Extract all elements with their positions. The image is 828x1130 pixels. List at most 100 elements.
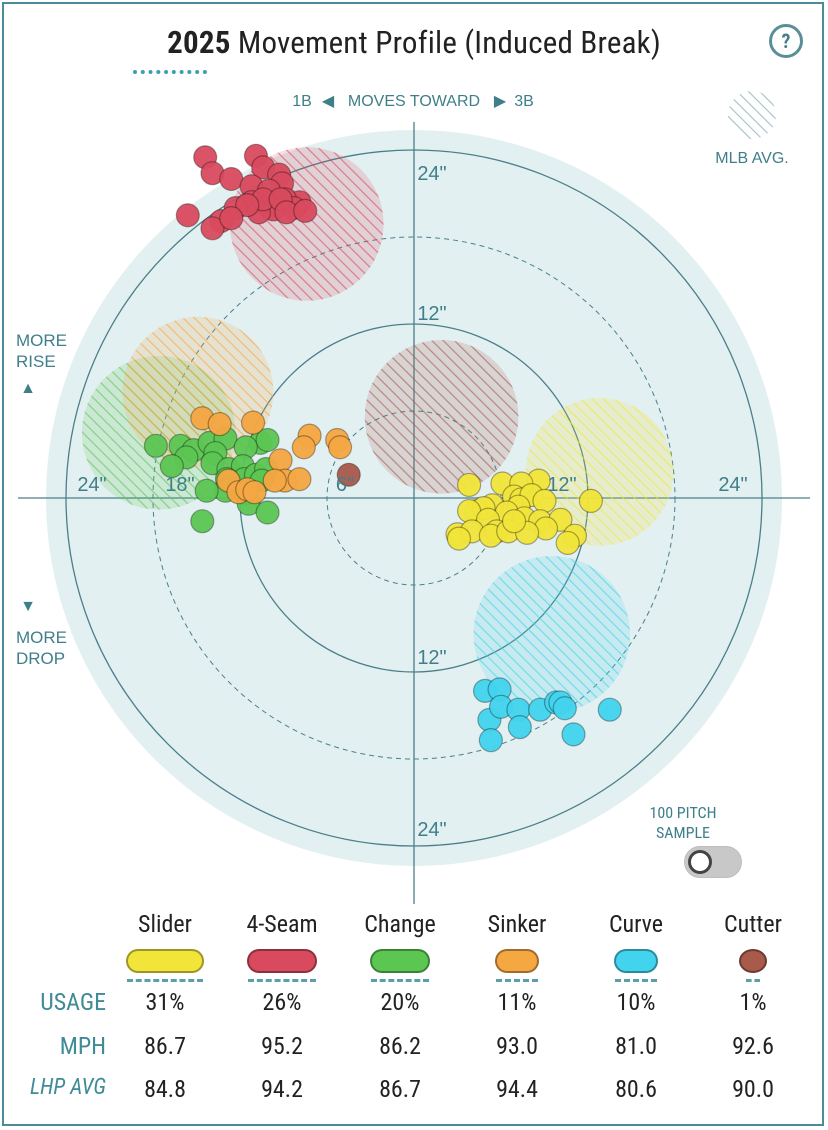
pitch-point-sinker[interactable]: [240, 410, 266, 435]
ring-label: 24": [77, 474, 106, 496]
mlb-avg-sinker: [122, 316, 274, 468]
dir-right-arrow: ▶: [494, 93, 507, 110]
cell-mph: 86.2: [379, 1032, 421, 1060]
pitch-name-sinker[interactable]: Sinker: [487, 910, 547, 938]
pitch-swatch-slider[interactable]: [126, 949, 204, 973]
ring-label: 12": [417, 303, 446, 325]
pitch-point-4-seam[interactable]: [235, 193, 260, 218]
dir-left-label: 1B: [292, 93, 312, 110]
pitch-name-curve[interactable]: Curve: [608, 910, 664, 938]
pitch-point-curve[interactable]: [552, 696, 577, 721]
cell-lhp-avg: 94.4: [496, 1075, 538, 1103]
cell-mph: 81.0: [615, 1032, 657, 1060]
row-label-usage: USAGE: [40, 988, 106, 1016]
pitch-point-sinker[interactable]: [327, 435, 353, 460]
title-year: 2025: [167, 24, 231, 61]
dir-left-arrow: ◀: [322, 93, 335, 110]
pitch-sample-label: 100 PITCH SAMPLE: [649, 803, 717, 842]
mlb-avg-legend-label: MLB AVG.: [715, 150, 789, 167]
cell-usage: 11%: [497, 988, 537, 1016]
more-rise-label: MORE: [16, 331, 67, 350]
mlb-avg-legend-swatch: [728, 91, 776, 139]
ring-label: 6": [336, 474, 354, 496]
cell-lhp-avg: 90.0: [732, 1075, 774, 1103]
ring-label: 18": [165, 474, 194, 496]
more-drop-label: DROP: [16, 649, 65, 668]
pitch-point-change[interactable]: [194, 478, 219, 503]
dir-right-label: 3B: [514, 93, 534, 110]
cell-mph: 95.2: [261, 1032, 303, 1060]
down-arrow-icon: ▼: [20, 598, 36, 615]
pitch-point-slider[interactable]: [555, 530, 580, 556]
pitch-point-change[interactable]: [255, 427, 280, 453]
pitch-point-sinker[interactable]: [242, 480, 267, 505]
toggle-knob[interactable]: [688, 850, 712, 874]
pitch-point-slider[interactable]: [501, 509, 527, 534]
pitch-point-cutter[interactable]: [336, 462, 361, 487]
pitch-point-sinker[interactable]: [262, 468, 287, 493]
ring-label: 24": [718, 474, 747, 496]
cell-lhp-avg: 94.2: [261, 1075, 303, 1103]
cell-usage: 31%: [145, 988, 185, 1016]
pitch-point-change[interactable]: [159, 454, 184, 479]
pitch-point-4-seam[interactable]: [293, 198, 318, 223]
pitch-point-curve[interactable]: [478, 728, 503, 753]
cell-mph: 86.7: [144, 1032, 186, 1060]
mlb-avg-cutter: [364, 339, 519, 494]
pitch-point-4-seam[interactable]: [219, 206, 244, 231]
pitch-point-change[interactable]: [255, 500, 280, 525]
pitch-point-sinker[interactable]: [287, 467, 312, 492]
ring-label: 24": [417, 163, 446, 185]
pitch-swatch-curve[interactable]: [614, 949, 658, 973]
chart-title: 2025 Movement Profile (Induced Break): [0, 24, 828, 61]
more-drop-label: MORE: [16, 628, 67, 647]
cell-mph: 93.0: [496, 1032, 538, 1060]
ring-label: 12": [417, 647, 446, 669]
pitch-point-sinker[interactable]: [268, 448, 293, 473]
dir-center-label: MOVES TOWARD: [348, 93, 480, 110]
pitch-name-slider[interactable]: Slider: [138, 910, 192, 938]
row-label-lhp-avg: LHP AVG: [29, 1075, 106, 1100]
pitch-swatch-underline: [371, 979, 429, 982]
pitch-point-sinker[interactable]: [291, 435, 316, 460]
ring-label: 12": [547, 474, 576, 496]
more-rise-label: RISE: [16, 352, 56, 371]
pitch-swatch-change[interactable]: [370, 949, 430, 973]
pitch-name-cutter[interactable]: Cutter: [724, 910, 782, 938]
pitch-point-change[interactable]: [190, 509, 215, 534]
pitch-point-4-seam[interactable]: [219, 166, 244, 192]
pitch-point-curve[interactable]: [561, 722, 586, 747]
cell-usage: 10%: [616, 988, 656, 1016]
cell-usage: 26%: [262, 988, 302, 1016]
cell-usage: 20%: [380, 988, 420, 1016]
pitch-swatch-sinker[interactable]: [495, 949, 539, 973]
pitch-swatch-underline: [746, 979, 760, 982]
pitch-swatch-underline: [248, 979, 316, 982]
pitch-point-slider[interactable]: [578, 488, 604, 513]
pitch-swatch-cutter[interactable]: [739, 949, 767, 973]
year-dotted-underline[interactable]: [133, 70, 207, 74]
pitch-point-curve[interactable]: [597, 697, 622, 722]
pitch-point-slider[interactable]: [457, 472, 482, 498]
pitch-point-sinker[interactable]: [207, 411, 232, 437]
ring-label: 24": [417, 819, 446, 841]
cell-usage: 1%: [739, 988, 767, 1016]
up-arrow-icon: ▲: [20, 380, 36, 397]
mlb-avg-curve: [473, 556, 631, 713]
pitch-name-4-seam[interactable]: 4-Seam: [246, 910, 318, 938]
pitch-swatch-underline: [496, 979, 538, 982]
pitch-sample-toggle[interactable]: [684, 846, 742, 878]
cell-lhp-avg: 86.7: [379, 1075, 421, 1103]
help-icon[interactable]: ?: [769, 24, 803, 58]
pitch-point-change[interactable]: [143, 433, 168, 458]
pitch-name-change[interactable]: Change: [364, 910, 436, 938]
pitch-swatch-4-seam[interactable]: [247, 949, 317, 973]
pitch-point-4-seam[interactable]: [200, 216, 225, 241]
cell-lhp-avg: 80.6: [615, 1075, 657, 1103]
pitch-point-slider[interactable]: [446, 526, 472, 551]
title-text: Movement Profile (Induced Break): [237, 24, 661, 61]
cell-mph: 92.6: [732, 1032, 774, 1060]
pitch-point-curve[interactable]: [507, 714, 532, 740]
pitch-point-4-seam[interactable]: [175, 203, 200, 228]
